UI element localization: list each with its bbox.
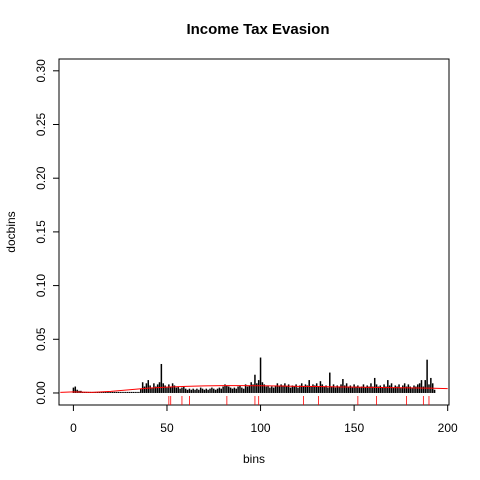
chart-title: Income Tax Evasion <box>186 21 329 38</box>
x-tick-label: 150 <box>344 421 364 435</box>
x-axis-label: bins <box>243 452 265 466</box>
x-tick-label: 50 <box>160 421 174 435</box>
x-tick-label: 100 <box>251 421 271 435</box>
y-tick-label: 0.25 <box>34 113 48 137</box>
smooth-line <box>60 385 448 393</box>
y-tick-label: 0.05 <box>34 327 48 351</box>
x-tick-label: 200 <box>438 421 458 435</box>
y-axis-label: docbins <box>4 211 18 252</box>
y-tick-label: 0.20 <box>34 166 48 190</box>
y-tick-label: 0.00 <box>34 381 48 405</box>
x-tick-label: 0 <box>70 421 77 435</box>
plot-frame <box>58 58 450 406</box>
y-tick-label: 0.10 <box>34 274 48 298</box>
y-tick-label: 0.30 <box>34 59 48 83</box>
y-tick-label: 0.15 <box>34 220 48 244</box>
